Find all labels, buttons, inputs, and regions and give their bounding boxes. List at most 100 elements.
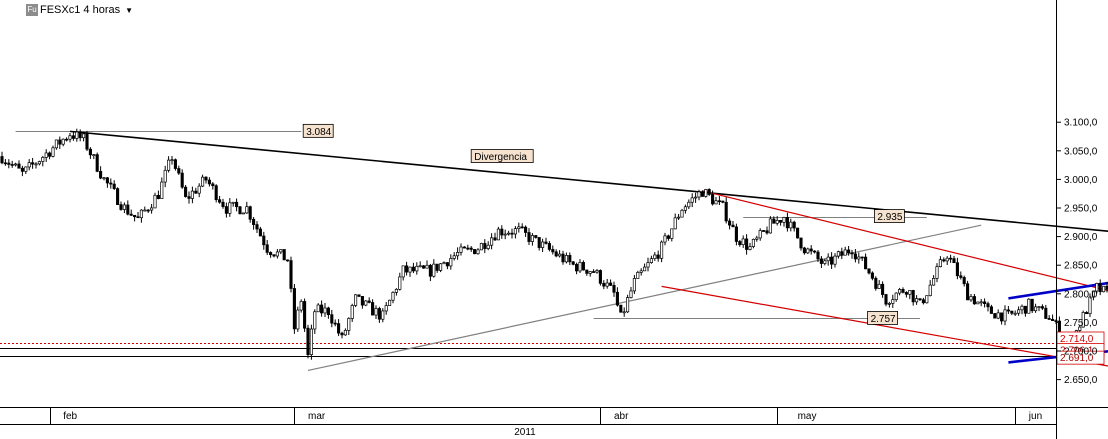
candle-body: [343, 330, 347, 336]
candle-body: [823, 260, 827, 264]
caret-down-icon[interactable]: ▼: [125, 5, 134, 15]
candle-body: [561, 253, 565, 263]
candle: [568, 252, 572, 266]
candle: [520, 223, 524, 229]
candle-body: [554, 251, 558, 257]
candle: [707, 188, 711, 196]
candle-body: [337, 323, 341, 334]
candle-body: [942, 259, 946, 262]
candle: [748, 242, 752, 251]
candle-body: [58, 139, 62, 145]
candle: [388, 299, 392, 306]
candle-body: [660, 241, 664, 259]
candle-body: [1003, 309, 1007, 322]
candle: [173, 158, 177, 171]
candle-body: [850, 252, 854, 255]
candle-body: [758, 230, 762, 239]
candle: [857, 252, 861, 264]
candle-body: [323, 307, 327, 314]
candle-body: [843, 249, 847, 256]
candle: [663, 232, 667, 246]
candle-body: [785, 217, 789, 229]
candle-body: [92, 154, 96, 156]
candle: [1006, 306, 1010, 314]
candle: [911, 289, 915, 306]
candle-body: [360, 296, 364, 306]
annotation-label: Divergencia: [474, 152, 527, 163]
candle-body: [326, 307, 330, 316]
candle: [643, 263, 647, 272]
candle-body: [500, 228, 504, 236]
candle: [449, 254, 453, 270]
candle: [456, 247, 460, 260]
candle-body: [938, 259, 942, 267]
candle: [850, 249, 854, 259]
candle: [758, 228, 762, 241]
candle: [581, 260, 585, 271]
candle: [632, 274, 636, 294]
candle: [537, 237, 541, 251]
candle-body: [972, 296, 976, 305]
candle: [731, 221, 735, 228]
candle-body: [721, 200, 725, 203]
candle: [381, 308, 385, 323]
candle: [738, 239, 742, 247]
candle: [721, 200, 725, 204]
candle-body: [493, 237, 497, 241]
candle: [371, 299, 375, 316]
candle: [649, 255, 653, 264]
candle: [150, 203, 154, 214]
candle-body: [364, 300, 368, 306]
candle: [306, 324, 310, 359]
timeframe-label: 4 horas: [83, 4, 121, 16]
candle-body: [3, 162, 7, 165]
candle: [605, 278, 609, 289]
candle: [398, 272, 402, 291]
candle: [292, 284, 296, 334]
candle-body: [819, 258, 823, 264]
price-label-box: [867, 311, 898, 325]
candle: [462, 246, 466, 249]
candle: [1044, 304, 1048, 319]
candle-body: [867, 268, 871, 274]
candle: [48, 151, 52, 160]
candle: [119, 201, 123, 211]
candle: [1047, 315, 1051, 320]
candle-body: [99, 171, 103, 179]
candle-body: [959, 275, 963, 278]
candle-body: [680, 209, 684, 218]
candle: [935, 263, 939, 283]
candle-body: [204, 176, 208, 181]
candle: [564, 252, 568, 264]
candle-body: [54, 139, 58, 149]
candle-body: [133, 214, 137, 218]
candle: [116, 187, 120, 206]
candle: [330, 309, 334, 328]
candle-body: [51, 147, 55, 157]
candle: [768, 216, 772, 234]
candle-body: [173, 159, 177, 169]
candle-body: [201, 176, 205, 187]
candle: [802, 246, 806, 255]
candle: [139, 209, 143, 223]
candle: [826, 253, 830, 266]
candle: [394, 288, 398, 296]
candle: [626, 294, 630, 314]
candle: [194, 187, 198, 194]
candle: [156, 190, 160, 200]
candle-body: [112, 183, 116, 189]
candle-body: [826, 256, 830, 262]
candle: [1085, 311, 1089, 315]
candle: [775, 216, 779, 226]
candle-body: [180, 172, 184, 188]
axis-price-label: 2.691,0: [1060, 353, 1094, 364]
candle: [136, 211, 140, 219]
chart-header[interactable]: Fu FESXc1 4 horas ▼: [26, 3, 133, 17]
candle: [996, 309, 1000, 320]
candle-body: [853, 253, 857, 260]
candle-body: [160, 181, 164, 199]
candle-body: [61, 138, 65, 145]
candle-body: [813, 250, 817, 253]
candle-body: [513, 228, 517, 235]
